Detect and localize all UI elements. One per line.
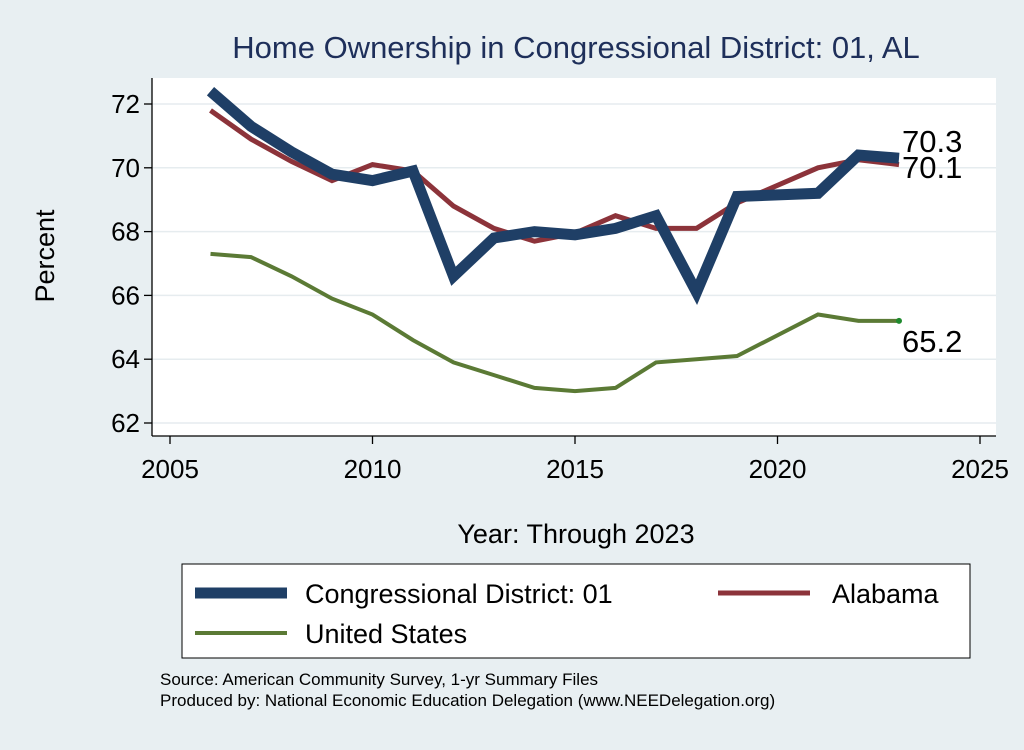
y-tick-label-68: 68 [111, 217, 140, 247]
y-tick-label-72: 72 [111, 89, 140, 119]
axes: 62 64 66 68 70 72 2005 2010 2015 2020 2025 [111, 78, 1009, 484]
y-tick-label-64: 64 [111, 344, 140, 374]
series-line-united-states [210, 251, 899, 394]
legend: Congressional District: 01 Alabama United … [195, 579, 940, 649]
plot-area [152, 78, 996, 436]
source-note: Source: American Community Survey, 1-yr … [160, 670, 598, 689]
legend-box [181, 563, 971, 659]
x-tick-label-2020: 2020 [749, 454, 807, 484]
x-tick-label-2025: 2025 [951, 454, 1009, 484]
x-axis-label: Year: Through 2023 [457, 519, 694, 549]
y-tick-label-70: 70 [111, 153, 140, 183]
end-value-label-1: 70.3 [902, 124, 962, 159]
end-value-label-3: 65.2 [902, 324, 962, 359]
series-lines [206, 87, 900, 394]
united-states-end-marker [896, 317, 902, 324]
end-labels: 70.370.1 65.2 [896, 124, 962, 359]
y-axis-label: Percent [30, 209, 60, 303]
end-value-label-2: 70.1 [902, 150, 962, 185]
series-line-congressional-district-01 [206, 87, 900, 306]
x-tick-label-2015: 2015 [546, 454, 604, 484]
legend-label-3: United States [305, 619, 467, 649]
legend-label-2: Alabama [832, 579, 940, 609]
y-tick-label-62: 62 [111, 408, 140, 438]
x-tick-label-2005: 2005 [141, 454, 199, 484]
grid-lines [152, 103, 996, 424]
y-tick-label-66: 66 [111, 280, 140, 310]
x-tick-label-2010: 2010 [344, 454, 402, 484]
producer-note: Produced by: National Economic Education… [160, 691, 775, 710]
legend-label-1: Congressional District: 01 [305, 579, 613, 609]
chart-title: Home Ownership in Congressional District… [232, 30, 919, 65]
